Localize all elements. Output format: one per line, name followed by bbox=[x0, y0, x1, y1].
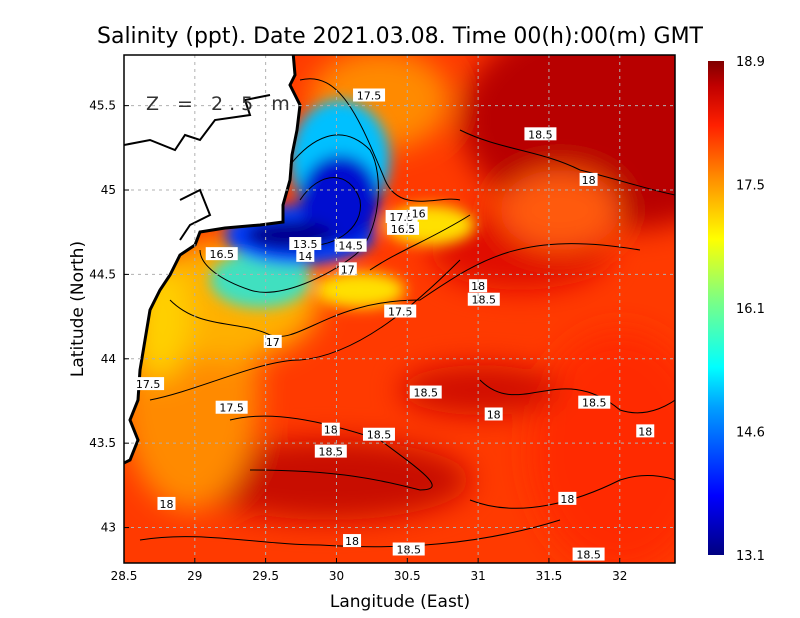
x-axis-label: Langitude (East) bbox=[330, 592, 470, 612]
colorbar-tick-label: 13.1 bbox=[736, 549, 765, 564]
colorbar-tick-label: 14.6 bbox=[736, 426, 765, 441]
contour-label: 18.5 bbox=[467, 292, 500, 307]
x-tick-label: 31.5 bbox=[536, 569, 563, 583]
contour-label-text: 18 bbox=[345, 535, 359, 548]
colorbar-tick-label: 17.5 bbox=[736, 179, 765, 194]
contour-label-text: 18 bbox=[582, 174, 596, 187]
contour-labels: 17.518.51817.51616.516.513.51414.5171818… bbox=[132, 88, 655, 562]
contour-label-text: 16.5 bbox=[209, 248, 234, 261]
contour-label-text: 16.5 bbox=[391, 223, 416, 236]
contour-label: 18.5 bbox=[524, 127, 557, 141]
depth-label: Z = 2.5 m bbox=[146, 93, 296, 115]
salinity-field: 17.518.51817.51616.516.513.51414.5171818… bbox=[124, 55, 675, 563]
chart-title: Salinity (ppt). Date 2021.03.08. Time 00… bbox=[97, 24, 704, 49]
contour-label-text: 18.5 bbox=[576, 549, 601, 562]
contour-label: 14 bbox=[296, 248, 315, 263]
contour-label: 18.5 bbox=[409, 385, 442, 400]
contour-label-text: 18.5 bbox=[319, 446, 344, 459]
contour-label: 16.5 bbox=[205, 247, 238, 261]
contour-label-text: 14 bbox=[298, 250, 312, 263]
contour-label: 18 bbox=[558, 491, 577, 506]
colorbar-tick-label: 18.9 bbox=[736, 55, 765, 70]
y-tick-label: 43.5 bbox=[89, 436, 116, 450]
x-tick-label: 30 bbox=[329, 569, 344, 583]
contour-label: 17 bbox=[263, 334, 282, 349]
contour-label-text: 18 bbox=[159, 498, 173, 511]
colorbar-tick-label: 16.1 bbox=[736, 302, 765, 317]
contour-label-text: 18.5 bbox=[472, 294, 497, 307]
contour-label: 18 bbox=[157, 496, 176, 511]
contour-label: 18.5 bbox=[578, 395, 611, 410]
y-axis: 43 43.5 44 44.5 45 45.5 bbox=[89, 99, 129, 535]
contour-label-text: 14.5 bbox=[338, 240, 363, 253]
contour-lines bbox=[139, 78, 675, 548]
contour-label-text: 18.5 bbox=[413, 387, 438, 400]
contour-label-text: 18 bbox=[487, 408, 501, 421]
x-tick-label: 28.5 bbox=[111, 569, 138, 583]
contour-label: 16.5 bbox=[387, 221, 420, 236]
plot-frame bbox=[123, 54, 676, 564]
contour-label: 17.5 bbox=[353, 88, 386, 103]
contour-label: 18.5 bbox=[362, 427, 395, 442]
contour-label-text: 17 bbox=[341, 263, 355, 276]
contour-label-text: 18.5 bbox=[396, 543, 421, 556]
contour-label: 17.5 bbox=[384, 304, 417, 319]
contour-label-text: 18 bbox=[324, 424, 338, 437]
y-tick-label: 44 bbox=[101, 352, 116, 366]
colorbar bbox=[708, 61, 724, 555]
contour-label-text: 17.5 bbox=[357, 90, 382, 103]
contour-label: 17.5 bbox=[132, 377, 165, 391]
contour-label: 18 bbox=[636, 424, 655, 438]
contour-label: 18.5 bbox=[392, 542, 425, 556]
contour-label-text: 17.5 bbox=[389, 211, 414, 224]
contour-label-text: 17.5 bbox=[219, 402, 244, 415]
y-tick-label: 44.5 bbox=[89, 267, 116, 281]
y-axis-label: Latitude (North) bbox=[68, 241, 88, 377]
y-tick-label: 45 bbox=[101, 183, 116, 197]
contour-label: 17.5 bbox=[215, 400, 248, 415]
x-tick-label: 29.5 bbox=[252, 569, 279, 583]
contour-label-text: 17 bbox=[266, 336, 280, 349]
land-mass bbox=[124, 55, 302, 465]
contour-label: 18 bbox=[343, 534, 362, 548]
colorbar-ticks: 18.9 17.5 16.1 14.6 13.1 bbox=[736, 55, 765, 564]
y-tick-label: 45.5 bbox=[89, 99, 116, 113]
contour-label: 18.5 bbox=[314, 444, 347, 459]
y-tick-label: 43 bbox=[101, 521, 116, 535]
x-tick-label: 31 bbox=[470, 569, 485, 583]
contour-label: 17 bbox=[338, 262, 357, 276]
contour-label-text: 16 bbox=[412, 208, 426, 221]
contour-label: 18 bbox=[484, 407, 503, 421]
grid-lines bbox=[124, 55, 675, 563]
contour-label-text: 17.5 bbox=[136, 378, 161, 391]
contour-label: 18.5 bbox=[572, 547, 605, 562]
contour-label-text: 18 bbox=[560, 493, 574, 506]
contour-label-text: 13.5 bbox=[293, 238, 318, 251]
x-tick-label: 32 bbox=[612, 569, 627, 583]
contour-label-text: 18.5 bbox=[367, 429, 392, 442]
contour-label-text: 18.5 bbox=[528, 128, 553, 141]
x-tick-label: 29 bbox=[187, 569, 202, 583]
contour-label-text: 18.5 bbox=[582, 397, 607, 410]
contour-label-text: 17.5 bbox=[388, 306, 413, 319]
contour-label: 14.5 bbox=[334, 238, 367, 253]
contour-label: 18 bbox=[321, 422, 340, 437]
x-tick-label: 30.5 bbox=[394, 569, 421, 583]
contour-label-text: 18 bbox=[638, 425, 652, 438]
x-axis: 28.5 29 29.5 30 30.5 31 31.5 32 bbox=[111, 558, 627, 583]
contour-label: 18 bbox=[579, 172, 598, 187]
contour-label: 13.5 bbox=[289, 237, 322, 251]
contour-label: 16 bbox=[409, 206, 428, 221]
